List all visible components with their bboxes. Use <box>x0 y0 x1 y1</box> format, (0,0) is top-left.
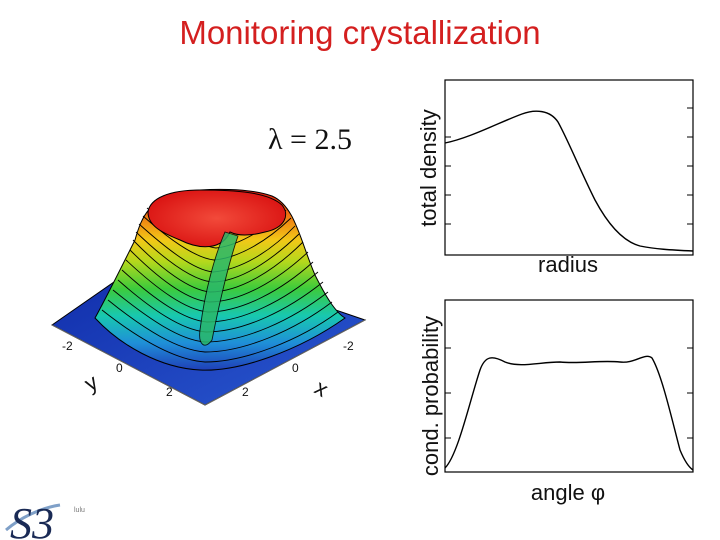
density-plot-ticks <box>445 107 693 225</box>
probability-plot-frame <box>444 299 694 473</box>
probability-x-label: angle φ <box>531 480 605 505</box>
slide-title: Monitoring crystallization <box>179 14 541 51</box>
tick-y-2: 2 <box>166 385 173 399</box>
logo-small-text: lulu <box>74 507 85 514</box>
surface-groove <box>199 231 239 346</box>
tick-x-0: 0 <box>292 361 299 375</box>
probability-plot: cond. probability angle φ <box>418 299 694 505</box>
surface-plot: -2 0 2 2 0 -2 y x <box>51 188 367 406</box>
logo-swoosh <box>5 503 61 532</box>
surface-plateau <box>147 189 287 248</box>
density-x-label: radius <box>538 252 598 277</box>
surface-x-axis-label: x <box>311 375 333 402</box>
s3-logo: S3 lulu <box>5 499 85 540</box>
density-y-label: total density <box>416 109 441 226</box>
density-plot-frame <box>444 79 694 256</box>
surface-y-axis-label: y <box>80 369 102 396</box>
probability-curve <box>444 355 694 471</box>
probability-y-label: cond. probability <box>418 316 443 476</box>
tick-x-neg2: -2 <box>343 339 354 353</box>
logo-text: S3 <box>10 499 54 540</box>
lambda-label: λ = 2.5 <box>268 123 352 156</box>
probability-plot-ticks <box>445 347 693 439</box>
surface-box-edge <box>51 319 366 406</box>
density-plot: total density radius <box>416 79 694 277</box>
tick-y-0: 0 <box>116 361 123 375</box>
tick-y-neg2: -2 <box>62 339 73 353</box>
density-curve <box>444 110 694 252</box>
tick-x-2: 2 <box>242 385 249 399</box>
